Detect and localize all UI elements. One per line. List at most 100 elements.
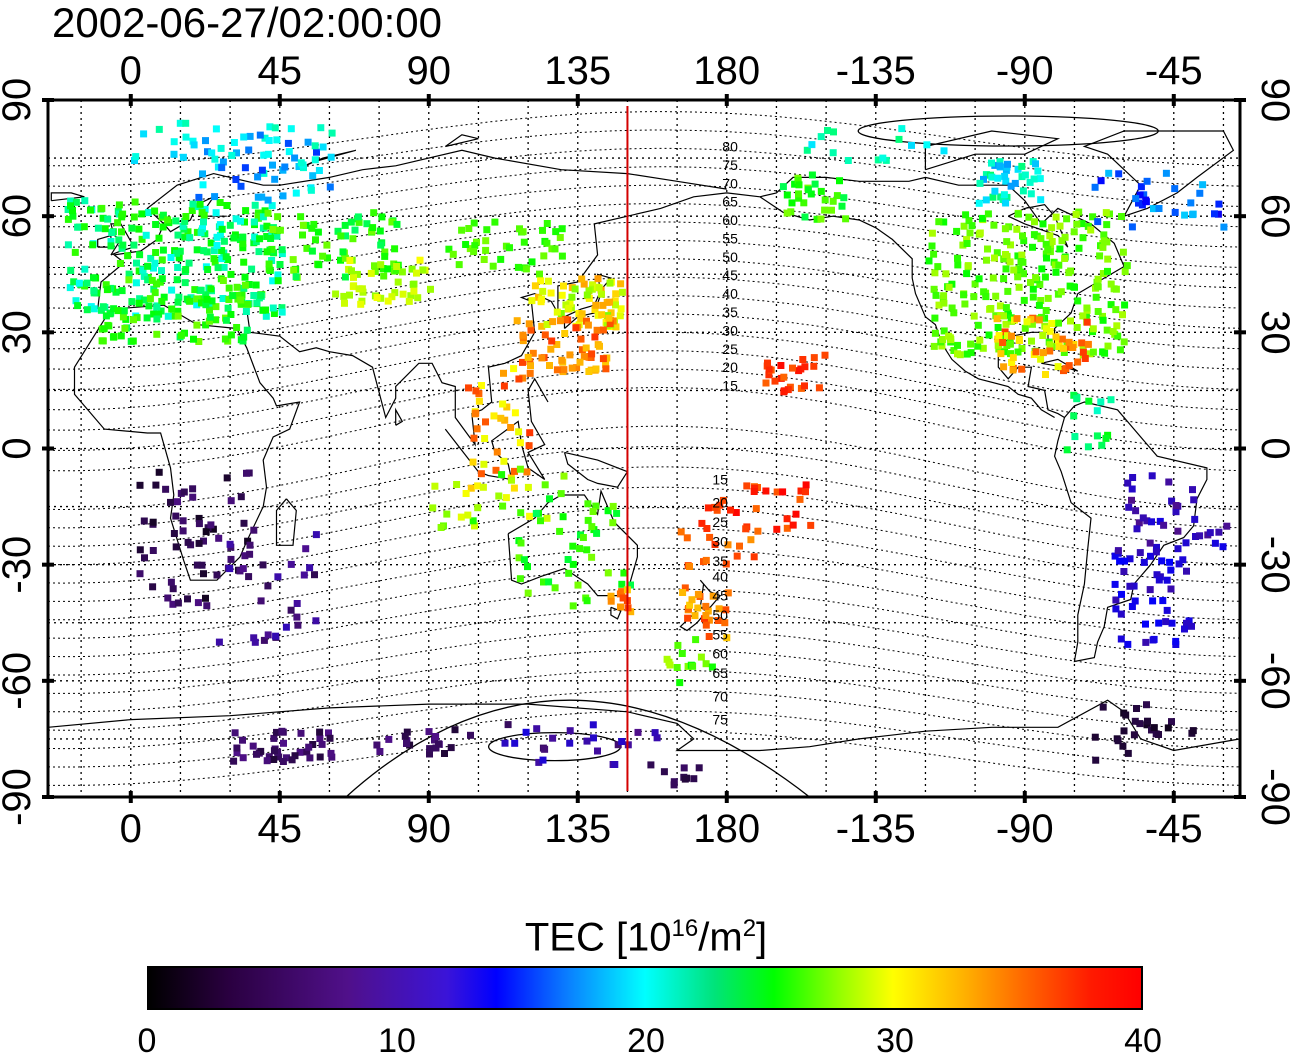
tec-observation (457, 513, 465, 521)
tec-observation (177, 331, 185, 339)
tec-observation (213, 241, 221, 249)
tec-observation (499, 400, 507, 408)
tec-observation (1058, 335, 1066, 343)
tec-observation (182, 133, 190, 141)
tec-observation (251, 638, 259, 646)
tec-observation (226, 221, 234, 229)
tec-observation (569, 542, 577, 550)
tec-observation (698, 519, 706, 527)
tec-observation (1046, 327, 1054, 335)
tec-observation (159, 211, 167, 219)
tec-observation (1112, 285, 1120, 293)
tec-observation (1093, 432, 1101, 440)
tec-observation (391, 245, 399, 253)
tec-observation (174, 298, 182, 306)
tec-observation (569, 560, 577, 568)
tec-observation (1119, 311, 1126, 319)
tec-observation (840, 194, 848, 202)
tec-observation (155, 310, 163, 318)
tec-observation (1105, 169, 1113, 177)
tec-observation (1014, 252, 1022, 260)
tec-observation (1103, 221, 1111, 229)
tec-observation (328, 753, 336, 761)
tec-observation (522, 728, 530, 736)
tec-observation (99, 337, 107, 345)
tec-observation (176, 247, 184, 255)
tec-observation (1099, 703, 1107, 711)
tec-observation (599, 355, 607, 363)
tec-observation (1065, 343, 1073, 351)
tec-observation (589, 281, 597, 289)
tec-observation (326, 183, 334, 191)
tec-observation (308, 224, 316, 232)
tec-observation (724, 589, 732, 597)
tec-observation (931, 329, 939, 337)
tec-observation (1223, 522, 1231, 530)
tec-observation (800, 199, 808, 207)
y-tick-label-right: 0 (1253, 437, 1292, 459)
tec-observation (189, 137, 197, 145)
tec-observation (1192, 533, 1199, 540)
tec-observation (783, 524, 791, 532)
tec-observation (960, 291, 968, 299)
tec-observation (1087, 226, 1095, 234)
tick-mark-top (575, 94, 580, 106)
tec-observation (211, 155, 219, 163)
tec-observation (262, 306, 269, 314)
tec-observation (254, 193, 262, 201)
tec-observation (742, 525, 750, 533)
tick-mark-left (42, 562, 54, 567)
tec-observation (694, 590, 702, 598)
tec-observation (711, 541, 719, 548)
tec-observation (514, 263, 522, 271)
tec-observation (250, 218, 258, 226)
tec-observation (355, 285, 363, 293)
tec-observation (541, 481, 549, 489)
tec-observation (155, 125, 163, 133)
tec-observation (136, 251, 144, 259)
tec-observation (942, 270, 950, 278)
tec-observation (754, 527, 762, 535)
tec-observation (1158, 557, 1166, 565)
tec-observation (1168, 718, 1175, 726)
tec-observation (306, 564, 314, 572)
tec-observation (150, 310, 158, 318)
tec-observation (678, 650, 686, 657)
tec-observation (1081, 355, 1089, 362)
tec-observation (1055, 343, 1063, 350)
tec-observation (283, 754, 290, 762)
tec-observation (264, 582, 272, 590)
tec-observation (618, 288, 626, 296)
tec-observation (377, 294, 385, 302)
tec-observation (1152, 548, 1160, 556)
tec-observation (210, 255, 218, 263)
tec-observation (337, 256, 344, 264)
tick-mark-bottom (1171, 791, 1176, 803)
tec-observation (940, 218, 948, 226)
tec-observation (593, 326, 601, 334)
tec-observation (539, 756, 547, 764)
tec-observation (1071, 433, 1079, 441)
tec-observation (218, 255, 226, 263)
tec-observation (213, 233, 221, 241)
tec-observation (787, 208, 795, 216)
tec-observation (578, 275, 586, 283)
tec-observation (339, 248, 347, 256)
tec-observation (1036, 175, 1044, 183)
tec-observation (1037, 196, 1045, 204)
tec-observation (408, 265, 416, 273)
tec-observation (1035, 316, 1043, 324)
tec-observation (975, 199, 983, 207)
tec-observation (199, 225, 206, 233)
tec-observation (114, 307, 122, 315)
tec-observation (384, 297, 392, 305)
tec-observation (462, 490, 470, 497)
x-tick-label-bottom: 0 (120, 807, 142, 851)
tec-observation (371, 262, 378, 270)
tec-observation (539, 287, 547, 295)
tec-observation (771, 377, 779, 385)
tec-observation (138, 210, 146, 218)
tec-observation (392, 266, 400, 274)
tec-observation (233, 283, 241, 291)
tec-observation (1002, 320, 1010, 328)
